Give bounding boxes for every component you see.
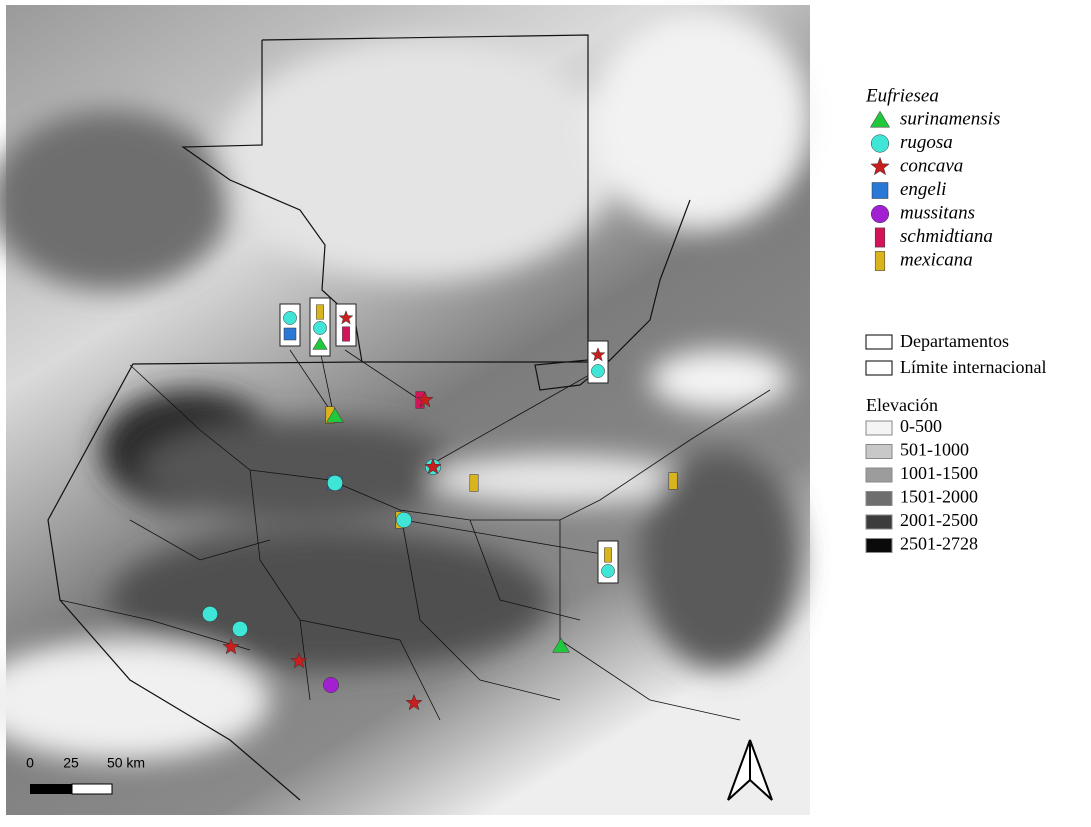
marker — [283, 311, 296, 324]
marker — [669, 473, 677, 490]
map-figure: 0 25 50 km Eufriesea Departamentos Límit… — [0, 0, 1091, 822]
legend-swatch — [866, 492, 892, 506]
elevation-raster — [0, 5, 810, 815]
legend-label: Límite internacional — [900, 357, 1046, 377]
scale-label: 50 km — [107, 755, 145, 771]
marker — [396, 512, 411, 527]
marker — [202, 606, 217, 621]
legend-swatch — [866, 468, 892, 482]
marker — [323, 677, 338, 692]
scale-segment — [30, 784, 72, 794]
marker — [872, 183, 888, 199]
marker — [316, 305, 323, 319]
legend-label: 1501-2000 — [900, 487, 978, 507]
marker — [604, 548, 611, 562]
legend-label: 2501-2728 — [900, 534, 978, 554]
marker — [284, 328, 296, 340]
legend-label: surinamensis — [900, 108, 1000, 129]
marker — [871, 205, 889, 223]
marker — [875, 228, 885, 247]
legend: Eufriesea Departamentos Límite internaci… — [865, 85, 1046, 553]
legend-swatch — [866, 421, 892, 435]
legend-label: 2001-2500 — [900, 510, 978, 530]
legend-label: 0-500 — [900, 416, 942, 436]
marker — [871, 135, 889, 153]
legend-swatch — [866, 335, 892, 349]
marker — [870, 111, 889, 127]
legend-label: concava — [900, 155, 963, 176]
legend-title: Eufriesea — [865, 85, 939, 106]
legend-label: 501-1000 — [900, 440, 969, 460]
marker — [342, 327, 349, 341]
marker — [232, 621, 247, 636]
legend-swatch — [866, 515, 892, 529]
marker — [601, 564, 614, 577]
page: 0 25 50 km Eufriesea Departamentos Límit… — [0, 0, 1091, 827]
legend-label: mussitans — [900, 202, 975, 223]
marker — [470, 475, 478, 492]
legend-swatch — [866, 539, 892, 553]
legend-swatch — [866, 445, 892, 459]
marker — [591, 364, 604, 377]
scale-label: 0 — [26, 755, 34, 771]
legend-label: mexicana — [900, 249, 973, 270]
legend-swatch — [866, 361, 892, 375]
legend-label: 1001-1500 — [900, 463, 978, 483]
marker — [313, 321, 326, 334]
scale-segment — [72, 784, 112, 794]
marker — [327, 475, 342, 490]
legend-label: engeli — [900, 179, 946, 200]
legend-label: rugosa — [900, 132, 953, 153]
marker — [875, 251, 885, 270]
legend-subtitle: Elevación — [866, 395, 938, 415]
legend-label: Departamentos — [900, 331, 1009, 351]
legend-label: schmidtiana — [900, 226, 993, 247]
marker — [871, 157, 889, 174]
scale-label: 25 — [63, 755, 79, 771]
